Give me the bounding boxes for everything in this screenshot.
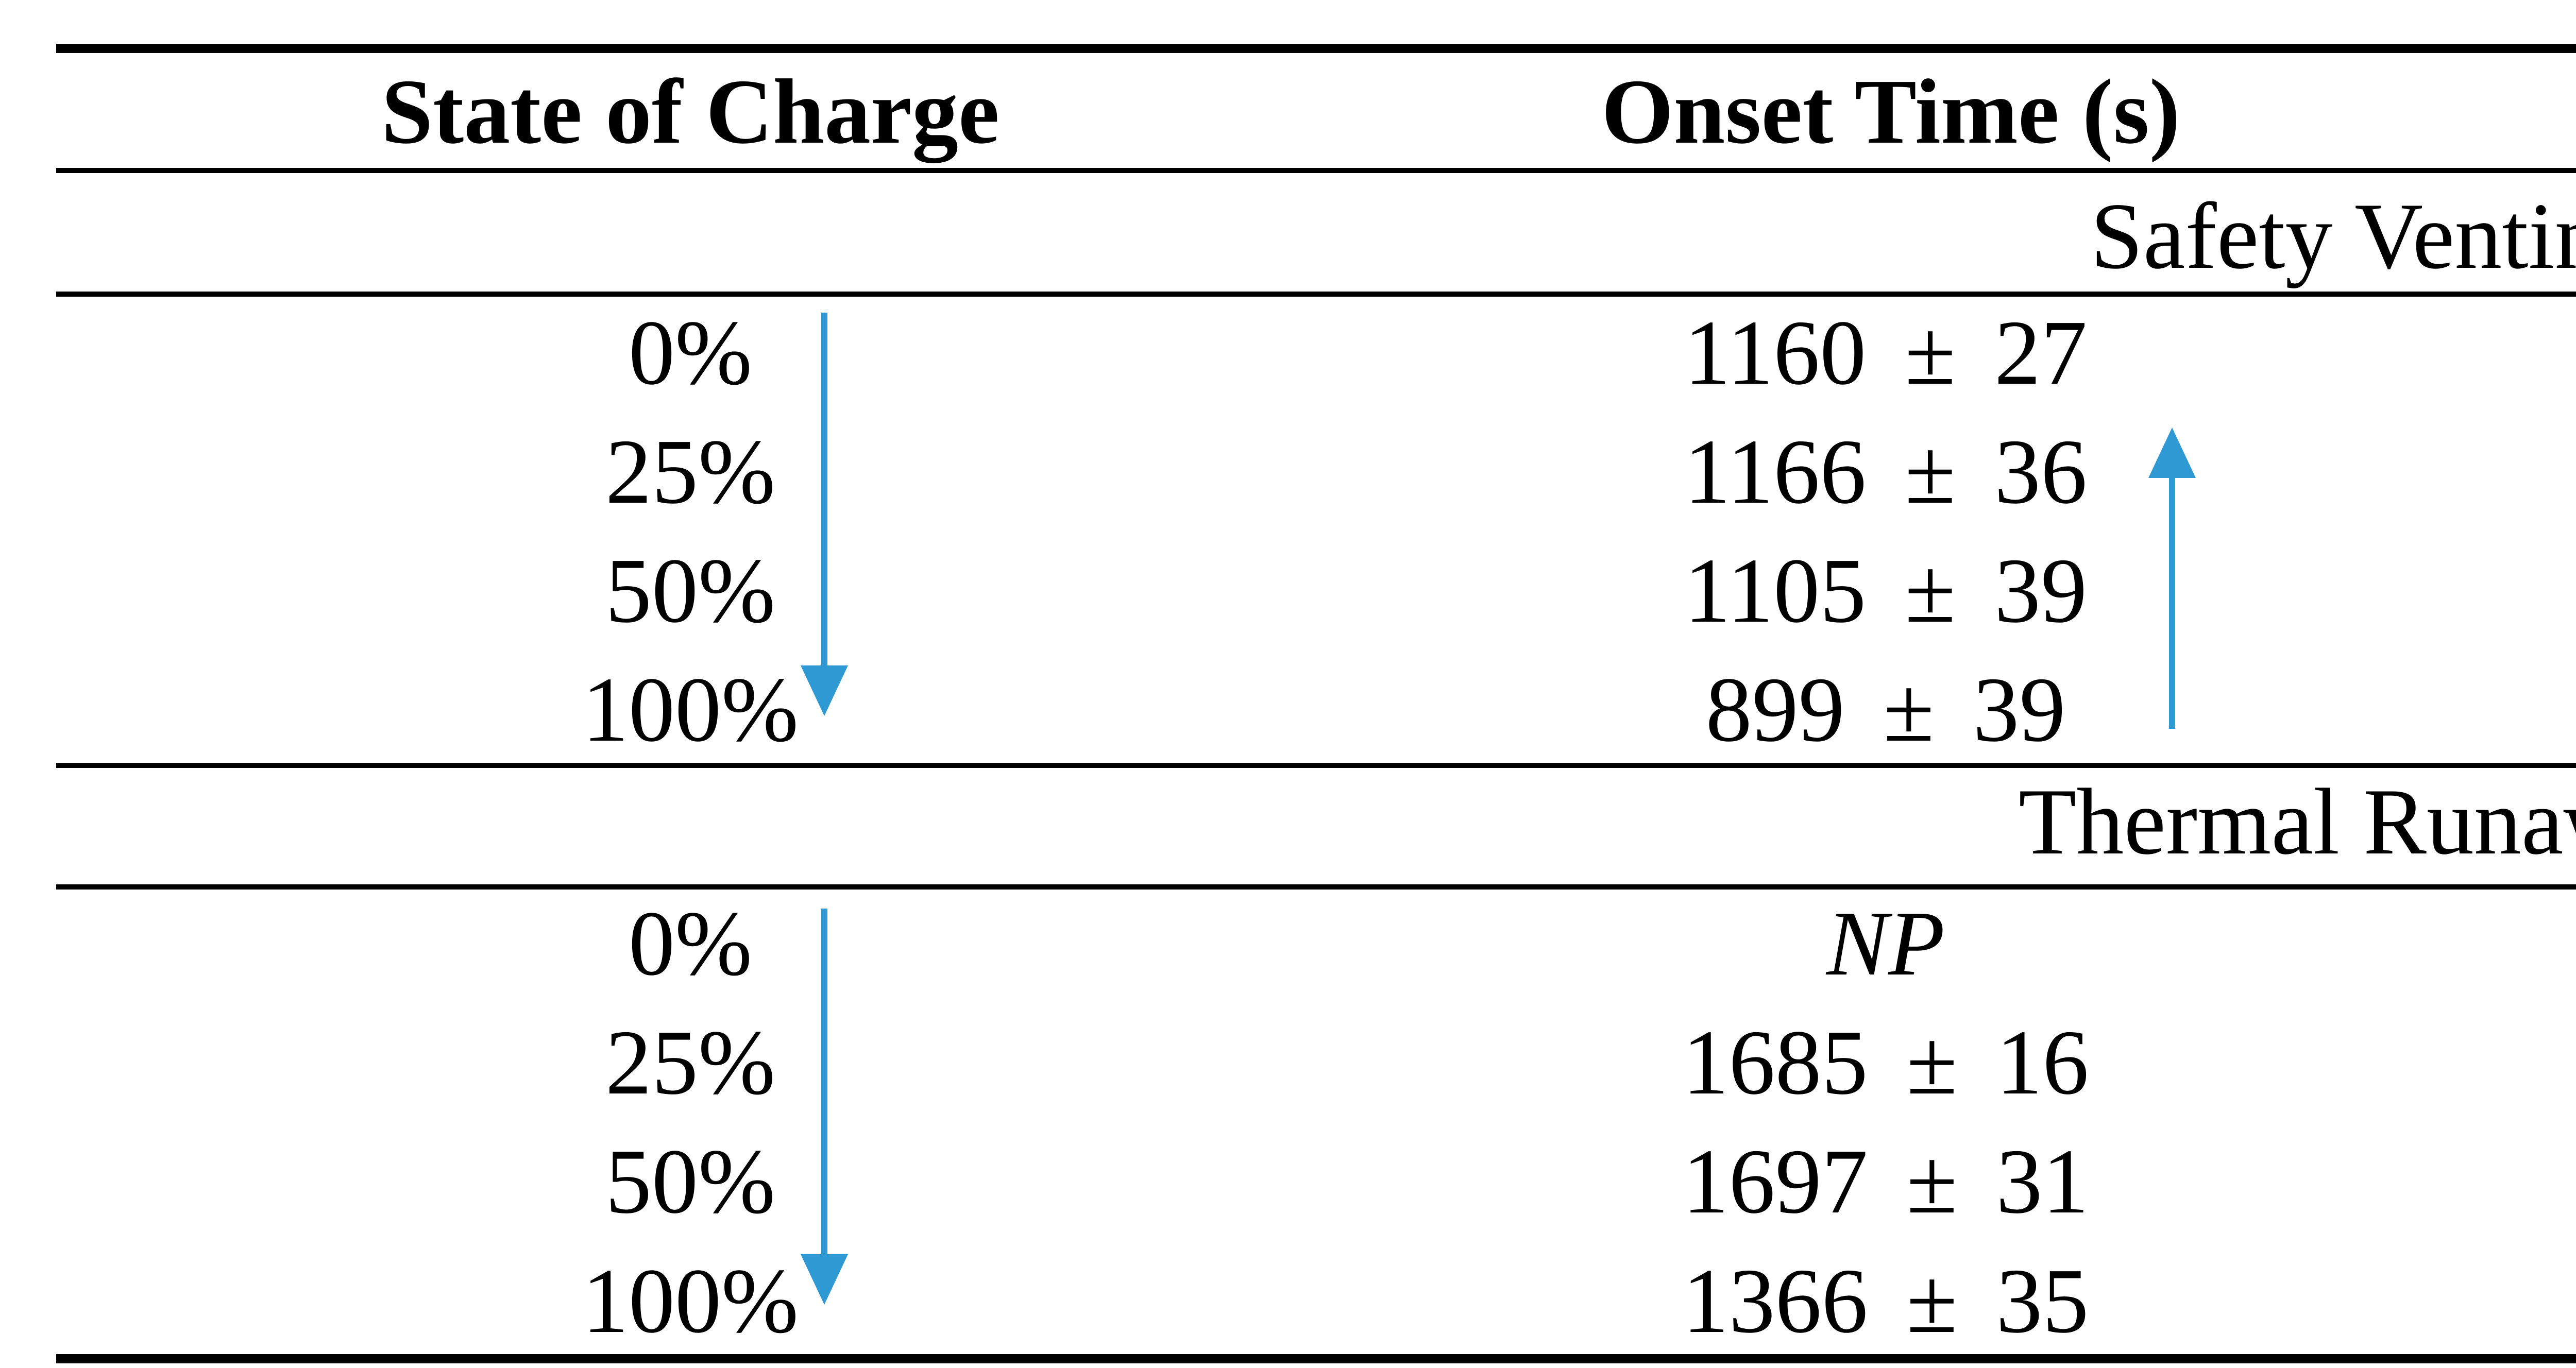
cell-onset: 1697 ± 31 [1682, 1130, 2089, 1233]
cell-soc: 0% [629, 892, 752, 995]
table-top-rule [56, 44, 2576, 53]
cell-soc: 25% [605, 420, 775, 523]
cell-onset: 1366 ± 35 [1682, 1250, 2089, 1352]
down-arrow-shaft [821, 313, 827, 665]
rule-below-header [56, 168, 2576, 173]
up-arrow-shaft [2169, 478, 2175, 729]
cell-soc: 0% [629, 301, 752, 404]
down-arrow-head [801, 1254, 848, 1305]
cell-onset: NP [1826, 892, 1945, 995]
cell-onset: 1160 ± 27 [1684, 301, 2088, 404]
cell-soc: 100% [582, 658, 799, 761]
cell-onset: 1105 ± 39 [1684, 539, 2088, 642]
table-bottom-rule [56, 1354, 2576, 1363]
down-arrow-head [801, 665, 848, 716]
cell-soc: 50% [605, 1130, 775, 1233]
down-arrow-shaft [821, 909, 827, 1254]
cell-soc: 100% [582, 1250, 799, 1352]
cell-onset: 1166 ± 36 [1684, 420, 2088, 523]
cell-onset: 899 ± 39 [1705, 658, 2066, 761]
col-header-onset-time: Onset Time (s) [1601, 60, 2180, 163]
cell-soc: 25% [605, 1011, 775, 1114]
rule-below-safety-venting [56, 292, 2576, 297]
cell-onset: 1685 ± 16 [1682, 1011, 2089, 1114]
section-title-thermal-runaway: Thermal Runaway [2018, 769, 2576, 874]
cell-soc: 50% [605, 539, 775, 642]
col-header-state-of-charge: State of Charge [381, 60, 999, 163]
rule-above-thermal-runaway [56, 763, 2576, 768]
rule-below-thermal-runaway [56, 884, 2576, 890]
section-title-safety-venting: Safety Venting [2090, 183, 2576, 288]
up-arrow-head [2148, 427, 2196, 478]
